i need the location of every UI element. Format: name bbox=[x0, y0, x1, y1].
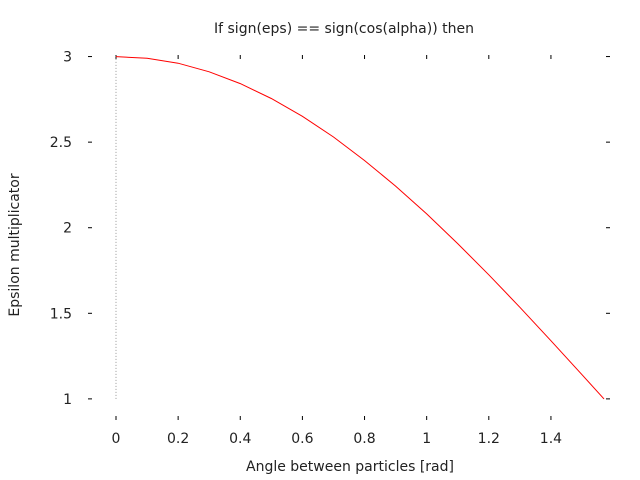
series-line bbox=[115, 56, 605, 400]
y-tick-label: 3 bbox=[63, 50, 72, 66]
y-axis-label: Epsilon multiplicator bbox=[7, 173, 23, 316]
chart-title: If sign(eps) == sign(cos(alpha)) then bbox=[214, 21, 474, 37]
y-tick-label: 1.5 bbox=[50, 306, 72, 322]
tick-labels: 0 0.2 0.4 0.6 0.8 1 1.2 1.4 1 1.5 2 2.5 3 bbox=[50, 50, 562, 447]
x-tick-label: 0 bbox=[112, 431, 121, 447]
x-tick-label: 1.4 bbox=[540, 431, 562, 447]
x-tick-label: 0.6 bbox=[291, 431, 313, 447]
y-tick-label: 2.5 bbox=[50, 135, 72, 151]
x-tick-label: 0.8 bbox=[353, 431, 375, 447]
x-tick-label: 1.2 bbox=[478, 431, 500, 447]
x-tick-label: 0.2 bbox=[167, 431, 189, 447]
y-tick-label: 2 bbox=[63, 221, 72, 237]
plot-area bbox=[115, 56, 605, 400]
y-tick-label: 1 bbox=[63, 392, 72, 408]
x-axis-label: Angle between particles [rad] bbox=[246, 459, 454, 475]
axis-ticks bbox=[88, 55, 610, 420]
x-tick-label: 1 bbox=[422, 431, 431, 447]
x-tick-label: 0.4 bbox=[229, 431, 251, 447]
